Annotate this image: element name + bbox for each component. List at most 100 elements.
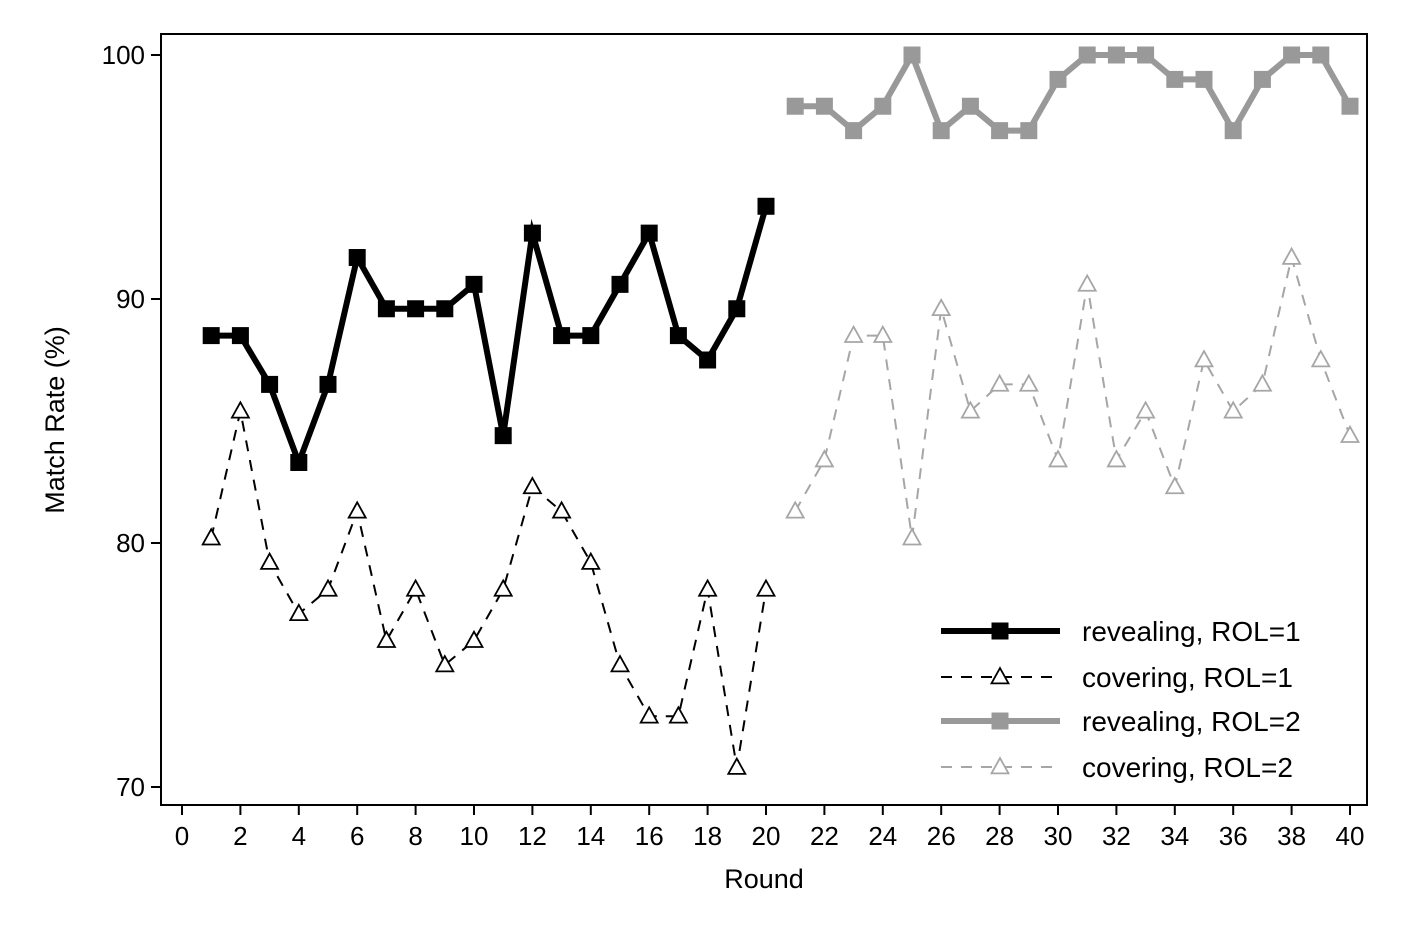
data-point-triangle (1193, 349, 1215, 368)
data-point-square (582, 327, 600, 345)
series-3 (785, 246, 1361, 546)
data-point-triangle (639, 705, 660, 724)
x-tick-label: 14 (576, 821, 605, 851)
data-point-triangle (931, 297, 952, 317)
data-point-square (553, 327, 571, 345)
data-point-square (640, 224, 658, 242)
data-point-square (1283, 46, 1301, 64)
data-point-triangle (580, 551, 601, 570)
data-point-square (961, 97, 979, 115)
legend-label: revealing, ROL=2 (1082, 706, 1301, 737)
data-point-triangle (872, 324, 893, 343)
data-point-triangle (960, 400, 981, 419)
data-point-square (465, 275, 483, 293)
data-point-square (874, 97, 892, 115)
data-point-triangle (726, 756, 747, 775)
data-point-triangle (230, 400, 251, 419)
series-1 (201, 400, 777, 775)
data-point-square (845, 122, 863, 140)
data-point-triangle (697, 578, 718, 597)
data-point-triangle (785, 500, 806, 519)
data-point-triangle (463, 629, 485, 648)
legend-label: covering, ROL=2 (1082, 752, 1293, 783)
data-point-triangle (288, 602, 309, 622)
x-tick-label: 22 (810, 821, 839, 851)
data-point-triangle (668, 705, 689, 724)
legend-item: covering, ROL=2 (941, 752, 1293, 783)
x-tick-label: 2 (233, 821, 247, 851)
data-point-square (1049, 70, 1067, 88)
data-point-triangle (434, 654, 455, 673)
data-point-triangle (1310, 349, 1331, 368)
x-tick-label: 20 (752, 821, 781, 851)
series-2 (786, 46, 1359, 140)
legend-marker (991, 712, 1009, 730)
data-point-square (1107, 46, 1125, 64)
data-point-triangle (1106, 449, 1127, 468)
data-point-triangle (551, 500, 572, 519)
y-tick-label: 80 (116, 528, 145, 558)
legend-marker (991, 622, 1009, 640)
data-point-triangle (1339, 424, 1361, 443)
data-point-square (1341, 97, 1359, 115)
legend-marker (989, 666, 1011, 685)
series-line (211, 205, 769, 472)
data-point-triangle (989, 373, 1010, 392)
y-tick-label: 70 (116, 772, 145, 802)
data-point-triangle (376, 629, 397, 648)
data-point-square (903, 46, 921, 64)
data-point-square (523, 224, 541, 242)
x-tick-label: 16 (635, 821, 664, 851)
x-tick-label: 34 (1160, 821, 1189, 851)
data-point-square (1020, 122, 1038, 140)
x-tick-label: 6 (350, 821, 364, 851)
data-point-triangle (259, 551, 280, 570)
data-point-square (669, 327, 687, 345)
x-tick-label: 38 (1277, 821, 1306, 851)
data-point-square (757, 197, 775, 215)
data-point-square (728, 300, 746, 318)
data-point-square (202, 327, 220, 345)
data-point-square (1137, 46, 1155, 64)
data-point-square (1166, 70, 1184, 88)
legend-marker (989, 756, 1011, 775)
data-point-triangle (1281, 246, 1302, 265)
data-point-triangle (755, 578, 777, 597)
x-tick-label: 32 (1102, 821, 1131, 851)
x-tick-label: 8 (408, 821, 422, 851)
series-0 (202, 197, 775, 472)
data-point-triangle (201, 527, 222, 546)
x-tick-label: 26 (927, 821, 956, 851)
x-tick-label: 0 (175, 821, 189, 851)
data-point-square (1312, 46, 1330, 64)
data-point-triangle (1164, 476, 1185, 495)
data-point-triangle (1252, 373, 1273, 392)
y-tick-label: 100 (102, 40, 145, 70)
data-point-square (261, 375, 279, 393)
x-tick-label: 28 (985, 821, 1014, 851)
x-tick-label: 10 (460, 821, 489, 851)
data-point-square (611, 275, 629, 293)
legend-item: covering, ROL=1 (941, 662, 1293, 693)
data-point-square (1078, 46, 1096, 64)
data-point-triangle (522, 476, 543, 495)
data-point-square (699, 351, 717, 369)
data-point-triangle (843, 324, 864, 343)
data-point-triangle (493, 578, 514, 597)
data-point-square (348, 249, 366, 267)
x-tick-label: 18 (693, 821, 722, 851)
series-line (795, 48, 1353, 137)
legend: revealing, ROL=1 covering, ROL=1 revealing… (941, 616, 1301, 783)
legend-item: revealing, ROL=1 (941, 616, 1301, 647)
data-point-square (991, 122, 1009, 140)
data-point-triangle (1223, 400, 1244, 419)
data-point-triangle (347, 500, 368, 519)
data-point-square (290, 453, 308, 471)
data-point-square (231, 327, 249, 345)
data-point-square (494, 427, 512, 445)
data-point-triangle (1047, 449, 1069, 468)
data-point-square (815, 97, 833, 115)
y-axis: 70 80 90 100 (102, 40, 161, 802)
data-point-triangle (814, 449, 835, 468)
x-tick-label: 30 (1044, 821, 1073, 851)
